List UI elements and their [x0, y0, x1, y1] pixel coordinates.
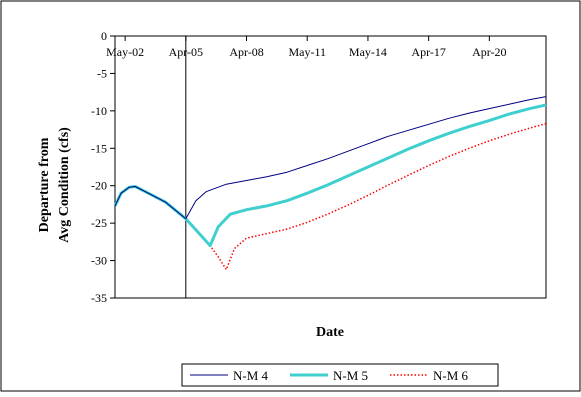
- y-axis-title-line-1: Departure from: [37, 137, 52, 232]
- x-tick-label: Apr-17: [411, 45, 445, 59]
- series-line-n-m-4: [114, 96, 547, 220]
- y-axis-ticks: 0 -5 -10 -15 -20 -25 -30 -35: [91, 29, 115, 305]
- y-tick-label: -20: [91, 179, 107, 193]
- y-tick-label: -10: [91, 104, 107, 118]
- legend: N-M 4 N-M 5 N-M 6: [181, 363, 499, 387]
- y-tick-label: -25: [91, 216, 107, 230]
- x-tick-label: May-02: [106, 45, 144, 59]
- y-tick-label: -5: [97, 66, 107, 80]
- x-axis-title: Date: [316, 325, 344, 340]
- y-tick-label: -15: [91, 141, 107, 155]
- plot-area: [114, 35, 547, 299]
- x-tick-label: Apr-20: [472, 45, 506, 59]
- legend-label-nm5: N-M 5: [333, 368, 368, 383]
- x-axis-ticks: May-02 Apr-05 Apr-08 May-11 May-14 Apr-17 Apr-…: [106, 36, 507, 59]
- y-tick-label: -30: [91, 254, 107, 268]
- y-tick-label: 0: [101, 29, 107, 43]
- y-tick-label: -35: [91, 291, 107, 305]
- x-tick-label: Apr-08: [229, 45, 263, 59]
- legend-label-nm6: N-M 6: [433, 368, 469, 383]
- x-tick-label: May-14: [349, 45, 387, 59]
- series-layer: [113, 96, 547, 271]
- x-tick-label: May-11: [288, 45, 326, 59]
- y-axis-title: Departure from Avg Condition (cfs): [37, 127, 72, 243]
- legend-box: [181, 363, 499, 387]
- y-axis-title-line-2: Avg Condition (cfs): [57, 127, 72, 243]
- legend-label-nm4: N-M 4: [233, 368, 269, 383]
